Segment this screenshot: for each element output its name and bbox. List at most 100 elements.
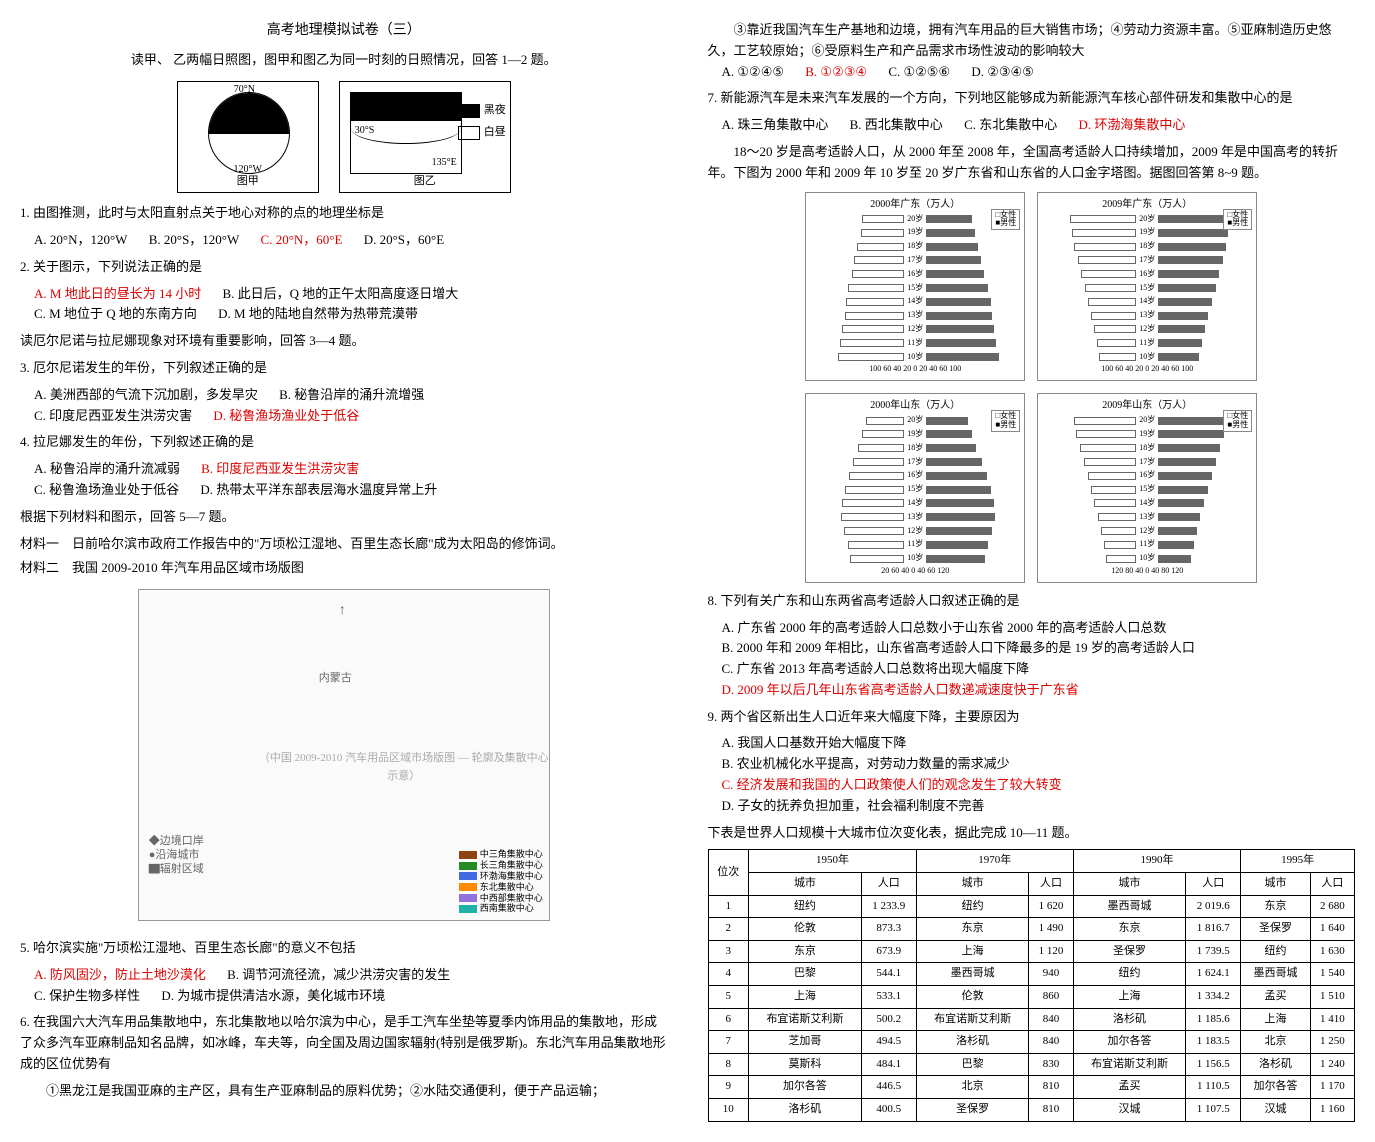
pyr-legend-f3: □女性: [995, 411, 1016, 420]
pyramid-bar-male: [1158, 339, 1202, 347]
pyramid-bar-female: [848, 284, 904, 292]
pyramid-gd-2000: 2000年广东（万人） □女性■男性 20岁19岁18岁17岁16岁15岁14岁…: [805, 192, 1025, 382]
table-cell: 533.1: [861, 986, 916, 1009]
pyramid-age-label: 16岁: [1136, 268, 1158, 281]
table-row: 10洛杉矶400.5圣保罗810汉城1 107.5汉城1 160: [708, 1099, 1355, 1122]
q9-stem: 9. 两个省区新出生人口近年来大幅度下降，主要原因为: [708, 707, 1356, 728]
china-map-figure: 内蒙古 ↑ （中国 2009-2010 汽车用品区域市场版图 — 轮廓及集散中心…: [138, 589, 550, 921]
pyramid-row: 10岁: [810, 552, 1020, 565]
table-cell: 2: [708, 918, 749, 941]
legend-light-label: 白昼: [484, 124, 506, 142]
lead-5-7: 根据下列材料和图示，回答 5—7 题。: [20, 507, 668, 528]
pyramid-age-label: 19岁: [904, 226, 926, 239]
q1-opt-a: A. 20°N，120°W: [34, 230, 127, 251]
table-cell: 纽约: [916, 895, 1029, 918]
table-row: 7芝加哥494.5洛杉矶840加尔各答1 183.5北京1 250: [708, 1031, 1355, 1054]
pyr-legend-m2: ■男性: [1227, 218, 1248, 227]
table-cell: 1 510: [1310, 986, 1354, 1009]
legend-dark-label: 黑夜: [484, 102, 506, 120]
pyramid-age-label: 19岁: [904, 428, 926, 441]
pyramid-row: 12岁: [810, 525, 1020, 538]
table-cell: 布宜诺斯艾利斯: [916, 1008, 1029, 1031]
table-subheader: 人口: [1029, 873, 1073, 896]
pyramid-bar-female: [1072, 229, 1136, 237]
table-cell: 940: [1029, 963, 1073, 986]
table-subheader: 城市: [749, 873, 862, 896]
pyramid-gd-2009: 2009年广东（万人） □女性■男性 20岁19岁18岁17岁16岁15岁14岁…: [1037, 192, 1257, 382]
table-cell: 洛杉矶: [1241, 1053, 1310, 1076]
pyramid-bar-male: [926, 256, 981, 264]
q8-opt-d: D. 2009 年以后几年山东省高考适龄人口数递减速度快于广东省: [722, 680, 1356, 701]
pyramid-bar-male: [926, 339, 996, 347]
table-cell: 北京: [1241, 1031, 1310, 1054]
table-cell: 布宜诺斯艾利斯: [1073, 1053, 1186, 1076]
table-cell: 1 630: [1310, 940, 1354, 963]
table-cell: 494.5: [861, 1031, 916, 1054]
table-row: 4巴黎544.1墨西哥城940纽约1 624.1墨西哥城1 540: [708, 963, 1355, 986]
table-cell: 墨西哥城: [916, 963, 1029, 986]
pyramid-bar-female: [844, 527, 905, 535]
pyramid-age-label: 13岁: [1136, 309, 1158, 322]
figure-jia-caption: 图甲: [237, 173, 259, 191]
table-cell: 2 680: [1310, 895, 1354, 918]
pyramid-row: 14岁: [1042, 497, 1252, 510]
q8-opt-c: C. 广东省 2013 年高考适龄人口总数将出现大幅度下降: [722, 659, 1356, 680]
q2-opt-a: A. M 地此日的昼长为 14 小时: [34, 284, 201, 305]
pyramid-row: 14岁: [810, 295, 1020, 308]
pyramid-bar-male: [926, 417, 968, 425]
pyramid-bar-female: [862, 430, 904, 438]
pyramid-bar-male: [926, 486, 991, 494]
pyramid-age-label: 20岁: [904, 213, 926, 226]
q5-opt-a: A. 防风固沙，防止土地沙漠化: [34, 965, 206, 986]
material-1: 材料一 日前哈尔滨市政府工作报告中的"万顷松江湿地、百里生态长廊"成为太阳岛的修…: [20, 534, 668, 555]
pyramid-bar-male: [1158, 541, 1193, 549]
pyramid-bar-female: [857, 243, 904, 251]
legend-dark-swatch: [458, 104, 480, 118]
pyr3-title: 2000年山东（万人）: [810, 398, 1020, 414]
pyramid-bar-female: [850, 555, 904, 563]
pyramid-bar-female: [854, 256, 904, 264]
table-cell: 5: [708, 986, 749, 1009]
pyramid-age-label: 14岁: [904, 497, 926, 510]
pyramid-bar-female: [1091, 312, 1136, 320]
pyr-legend-f4: □女性: [1227, 411, 1248, 420]
pyramid-bar-male: [926, 284, 988, 292]
pyramid-age-label: 20岁: [1136, 213, 1158, 226]
table-cell: 840: [1029, 1008, 1073, 1031]
q6-options: A. ①②④⑤ B. ①②③④ C. ①②⑤⑥ D. ②③④⑤: [722, 62, 1356, 83]
pyramid-row: 14岁: [1042, 295, 1252, 308]
pyramid-bar-male: [1158, 284, 1216, 292]
table-row: 6布宜诺斯艾利斯500.2布宜诺斯艾利斯840洛杉矶1 185.6上海1 410: [708, 1008, 1355, 1031]
table-cell: 1 490: [1029, 918, 1073, 941]
q6-conditions-1: ①黑龙江是我国亚麻的主产区，具有生产亚麻制品的原料优势；②水陆交通便利，便于产品…: [20, 1081, 668, 1102]
q4-opt-c: C. 秘鲁渔场渔业处于低谷: [34, 480, 179, 501]
table-cell: 洛杉矶: [916, 1031, 1029, 1054]
pyramid-bar-female: [841, 513, 904, 521]
pyramid-row: 17岁: [1042, 456, 1252, 469]
map-legend-0: 中三角集散中心: [480, 849, 543, 860]
table-cell: 伦敦: [916, 986, 1029, 1009]
q6-opt-d: D. ②③④⑤: [971, 62, 1034, 83]
pyramid-age-label: 10岁: [904, 552, 926, 565]
pyramid-bar-male: [1158, 243, 1226, 251]
q4-options: A. 秘鲁沿岸的涌升流减弱 B. 印度尼西亚发生洪涝灾害 C. 秘鲁渔场渔业处于…: [34, 459, 668, 501]
table-cell: 孟买: [1241, 986, 1310, 1009]
q8-opt-a: A. 广东省 2000 年的高考适龄人口总数小于山东省 2000 年的高考适龄人…: [722, 618, 1356, 639]
pyr1-axis: 100 60 40 20 0 20 40 60 100: [810, 363, 1020, 376]
pyramid-bar-male: [926, 312, 992, 320]
table-cell: 1 410: [1310, 1008, 1354, 1031]
table-cell: 860: [1029, 986, 1073, 1009]
table-cell: 圣保罗: [1241, 918, 1310, 941]
table-cell: 加尔各答: [749, 1076, 862, 1099]
q1-options: A. 20°N，120°W B. 20°S，120°W C. 20°N，60°E…: [34, 230, 668, 251]
pyramid-bar-male: [1158, 298, 1212, 306]
table-cell: 上海: [916, 940, 1029, 963]
table-cell: 1 240: [1310, 1053, 1354, 1076]
pyramid-bar-male: [926, 229, 974, 237]
q3-opt-d: D. 秘鲁渔场渔业处于低谷: [213, 406, 359, 427]
table-row: 1纽约1 233.9纽约1 620墨西哥城2 019.6东京2 680: [708, 895, 1355, 918]
q2-opt-d: D. M 地的陆地自然带为热带荒漠带: [218, 304, 418, 325]
pyramid-row: 15岁: [810, 282, 1020, 295]
table-header: 1995年: [1241, 850, 1355, 873]
q7-opt-c: C. 东北集散中心: [964, 115, 1057, 136]
